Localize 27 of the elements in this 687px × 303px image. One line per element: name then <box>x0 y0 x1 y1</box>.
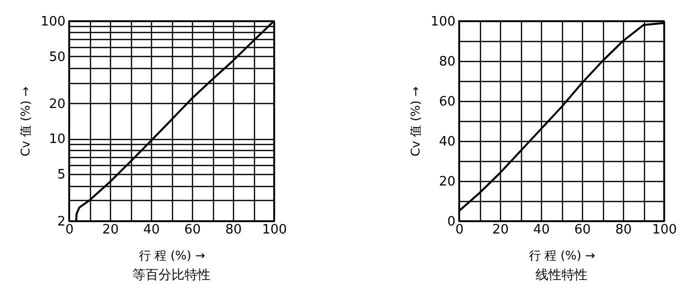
x-tick-label: 80 <box>225 222 242 238</box>
x-tick-label: 20 <box>102 222 119 238</box>
text: 等百分比特性 <box>132 268 210 283</box>
x-tick-label: 100 <box>652 222 677 238</box>
y-tick-label: 20 <box>48 96 66 112</box>
y-tick-label: 80 <box>438 54 456 70</box>
x-axis-title: 行 程 (%) → <box>138 248 206 262</box>
text: 线性特性 <box>536 268 588 283</box>
y-tick-label: 60 <box>438 94 456 110</box>
x-tick-label: 60 <box>184 222 201 238</box>
y-axis-title: Cv 值 (%) → <box>408 86 423 156</box>
y-tick-label: 100 <box>430 14 456 30</box>
y-tick-label: 2 <box>57 214 66 230</box>
y-tick-label: 40 <box>438 134 456 150</box>
x-tick-label: 40 <box>533 222 550 238</box>
y-tick-label: 100 <box>40 14 66 30</box>
x-tick-label: 100 <box>262 222 287 238</box>
x-tick-label: 60 <box>574 222 591 238</box>
x-tick-label: 20 <box>492 222 509 238</box>
y-axis-title: Cv 值 (%) → <box>18 86 33 156</box>
y-tick-label: 5 <box>57 168 66 183</box>
y-tick-label: 10 <box>48 132 66 148</box>
x-tick-label: 80 <box>615 222 632 238</box>
x-axis-title: 行 程 (%) → <box>528 248 596 262</box>
y-tick-label: 50 <box>48 50 66 65</box>
y-tick-label: 20 <box>438 174 456 190</box>
x-tick-label: 40 <box>143 222 160 238</box>
